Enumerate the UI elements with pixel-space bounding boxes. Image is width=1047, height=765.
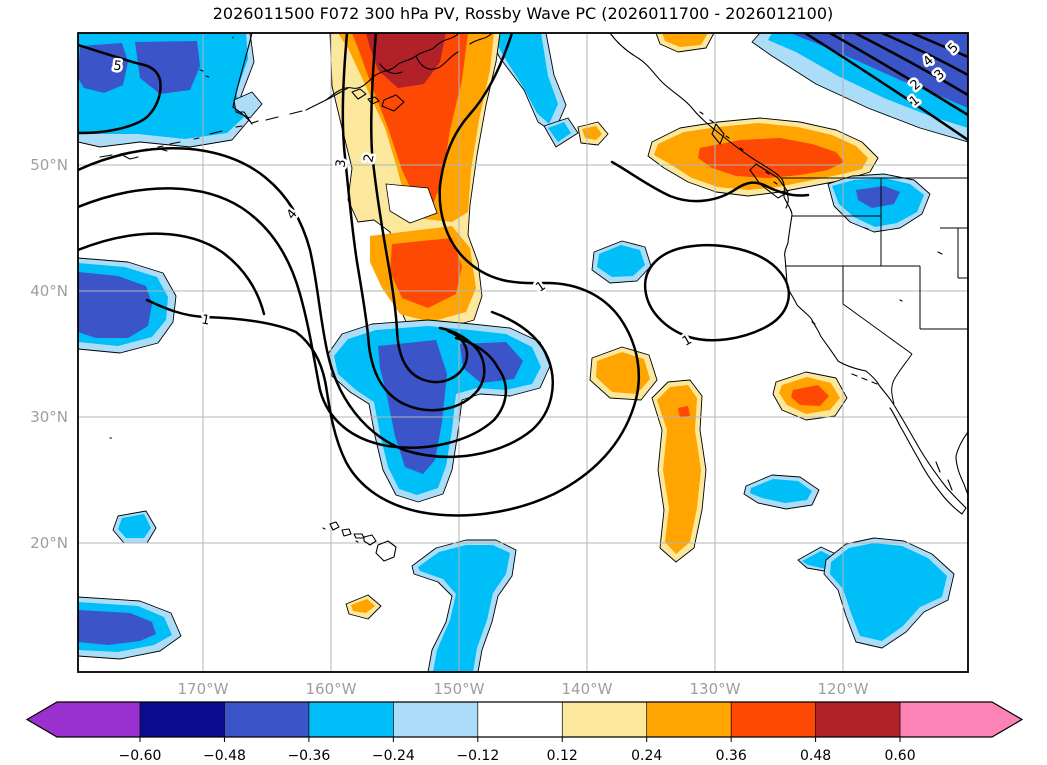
colorbar-segment bbox=[562, 702, 647, 737]
graticule bbox=[78, 33, 968, 672]
map-frame bbox=[77, 32, 969, 673]
pribilof-islands bbox=[199, 36, 234, 78]
colorbar-segment bbox=[815, 702, 901, 737]
shaded-region-positive-52n-148w bbox=[577, 121, 609, 146]
shaded-region-negative-27n bbox=[743, 474, 820, 510]
shaded-region-positive-31n-128w bbox=[772, 371, 848, 421]
shaded-region-negative-46n-134w bbox=[591, 240, 652, 284]
shaded-region-negative-40n-left bbox=[78, 257, 177, 354]
border-ca-az bbox=[891, 353, 913, 405]
colorbar-segment bbox=[646, 702, 732, 737]
shaded-region-positive-15n-167w bbox=[345, 594, 382, 620]
colorbar-segment bbox=[477, 702, 563, 737]
contour-pv5-northeast bbox=[910, 33, 968, 59]
contour-pv1-oval bbox=[643, 243, 790, 342]
lon-tick-label: 170°W bbox=[178, 680, 229, 698]
vancouver-island bbox=[749, 163, 789, 199]
lon-tick-label: 160°W bbox=[306, 680, 357, 698]
contour-pv1-main-sweep bbox=[145, 33, 641, 517]
contour-label-1: 1 bbox=[533, 279, 548, 296]
colorbar-tick-label: 0.48 bbox=[800, 748, 831, 764]
shaded-region-negative-south-of-hawaii bbox=[411, 539, 517, 672]
longitude-axis-labels: 170°W 160°W 150°W 140°W 130°W 120°W bbox=[178, 680, 869, 698]
shaded-region-negative-15n-125w bbox=[797, 537, 955, 649]
coastline-gulf-of-california bbox=[935, 431, 968, 497]
colorbar-tick-label: −0.60 bbox=[119, 748, 162, 764]
coastline-alaska bbox=[325, 33, 459, 101]
contour-pv5-northwest bbox=[78, 43, 162, 135]
contour-dome-inner bbox=[78, 232, 266, 316]
colorbar-tick-label: −0.36 bbox=[287, 748, 330, 764]
lon-tick-label: 150°W bbox=[434, 680, 485, 698]
lon-tick-label: 140°W bbox=[562, 680, 613, 698]
shaded-region-positive-band-135w bbox=[651, 379, 707, 563]
colorbar-tick-label: −0.12 bbox=[456, 748, 499, 764]
coastline-alaska-inlets bbox=[379, 33, 493, 75]
shaded-region-positive-vancouver-island bbox=[647, 33, 879, 197]
lon-tick-label: 120°W bbox=[818, 680, 869, 698]
contour-pv1-coastal-hook bbox=[610, 160, 810, 203]
colorbar-outline bbox=[25, 701, 1024, 738]
shaded-region-negative-washington bbox=[827, 173, 931, 233]
contour-pv4-northeast bbox=[880, 33, 968, 77]
colorbar-extend-low bbox=[27, 702, 140, 737]
pv-contours bbox=[78, 33, 968, 517]
colorbar-tick-label: 0.12 bbox=[547, 748, 578, 764]
chart-title: 2026011500 F072 300 hPa PV, Rossby Wave … bbox=[213, 4, 834, 23]
contour-unlabeled-wrap bbox=[78, 187, 507, 449]
shaded-region-negative-northwest bbox=[78, 33, 263, 148]
shaded-region-positive-33n bbox=[589, 346, 658, 401]
contour-pv3-northeast bbox=[853, 33, 968, 97]
coastal-islands bbox=[699, 111, 878, 385]
colorbar-tick-label: −0.48 bbox=[203, 748, 246, 764]
colorbar-segment bbox=[308, 702, 394, 737]
colorbar-tick-label: −0.24 bbox=[372, 748, 415, 764]
shaded-region-positive-alaska bbox=[329, 33, 501, 331]
hawaiian-islands bbox=[322, 521, 397, 562]
border-wyoming bbox=[940, 227, 968, 279]
colorbar-segment bbox=[393, 702, 478, 737]
lon-tick-label: 130°W bbox=[690, 680, 741, 698]
shaded-regions bbox=[78, 33, 968, 672]
shaded-region-negative-bottom-left bbox=[78, 596, 182, 660]
contour-label-1: 1 bbox=[200, 312, 211, 328]
contour-pv2 bbox=[369, 33, 469, 384]
contour-label-3: 3 bbox=[334, 158, 350, 168]
colorbar-tick-label: 0.24 bbox=[631, 748, 662, 764]
shaded-region-negative-21n-173w bbox=[112, 510, 157, 544]
colorbar-segment bbox=[731, 702, 816, 737]
lake-dots bbox=[864, 227, 943, 302]
shaded-region-negative-aleutian-wedge bbox=[485, 33, 579, 148]
lat-tick-label: 40°N bbox=[30, 282, 68, 300]
colorbar-segment bbox=[224, 702, 309, 737]
colorbar-segment bbox=[140, 702, 225, 737]
colorbar-tick-label: 0.60 bbox=[884, 748, 915, 764]
lat-tick-label: 20°N bbox=[30, 534, 68, 552]
contour-pv2-northeast bbox=[828, 33, 968, 117]
colorbar-tick-label: 0.36 bbox=[716, 748, 747, 764]
haida-gwaii bbox=[711, 123, 725, 145]
coastlines bbox=[99, 33, 968, 562]
contour-pv4-ridge-wrap bbox=[78, 147, 554, 459]
latitude-axis-labels: 50°N 40°N 30°N 20°N bbox=[30, 156, 68, 552]
contour-pv3 bbox=[341, 33, 486, 412]
lat-tick-label: 50°N bbox=[30, 156, 68, 174]
border-ca-nv-diagonal bbox=[842, 303, 913, 355]
coastline-bering bbox=[232, 33, 253, 125]
lat-tick-label: 30°N bbox=[30, 408, 68, 426]
colorbar: −0.60 −0.48 −0.36 −0.24 −0.12 0.12 0.24 0.36 0.4… bbox=[25, 701, 1024, 764]
state-borders bbox=[781, 177, 968, 405]
contour-label-1: 1 bbox=[680, 332, 695, 349]
colorbar-extend-high bbox=[900, 702, 1022, 737]
contour-pv1-northeast bbox=[803, 33, 968, 142]
